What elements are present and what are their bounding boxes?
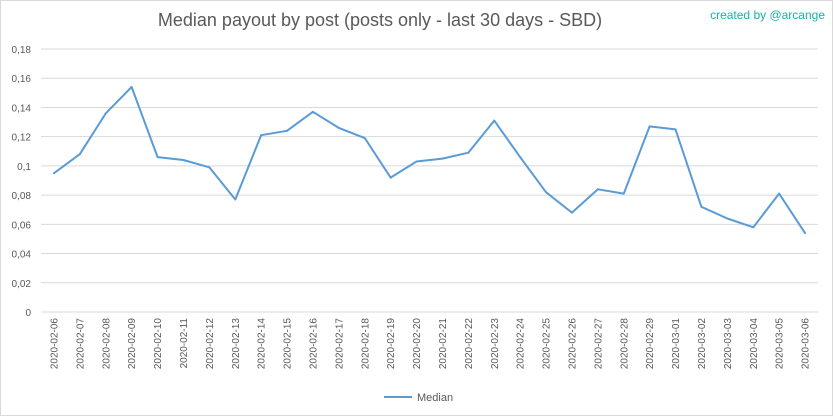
data-point	[752, 226, 755, 229]
data-point	[778, 192, 781, 195]
data-point	[311, 110, 314, 113]
y-tick-label: 0,08	[12, 191, 32, 202]
credit-text: created by @arcange	[710, 8, 825, 22]
x-tick-label: 2020-02-14	[257, 318, 268, 370]
y-axis-ticks: 0 0,02 0,04 0,06 0,08 0,1 0,12 0,14 0,16 0,18	[12, 45, 32, 319]
data-point	[441, 157, 444, 160]
x-tick-label: 2020-02-19	[386, 318, 397, 370]
series-line-median	[53, 86, 806, 234]
data-point	[648, 125, 651, 128]
data-point	[519, 156, 522, 159]
data-point	[104, 112, 107, 115]
data-point	[208, 166, 211, 169]
x-tick-label: 2020-02-23	[490, 318, 501, 370]
y-tick-label: 0	[25, 308, 31, 319]
x-tick-label: 2020-02-16	[308, 318, 319, 370]
x-tick-label: 2020-02-22	[464, 318, 475, 370]
data-point	[130, 85, 133, 88]
x-tick-label: 2020-02-11	[179, 318, 190, 369]
x-tick-label: 2020-02-07	[75, 318, 86, 370]
x-tick-label: 2020-02-15	[283, 318, 294, 370]
y-tick-label: 0,14	[12, 103, 32, 114]
legend: Median	[384, 392, 453, 404]
data-point	[260, 134, 263, 137]
y-tick-label: 0,04	[12, 250, 32, 261]
data-point	[156, 156, 159, 159]
x-tick-label: 2020-02-24	[516, 318, 527, 370]
x-tick-label: 2020-02-13	[231, 318, 242, 370]
data-point	[726, 217, 729, 220]
x-tick-label: 2020-03-04	[749, 318, 760, 370]
x-tick-label: 2020-02-17	[334, 318, 345, 370]
x-tick-label: 2020-03-01	[671, 318, 682, 370]
y-tick-label: 0,18	[12, 45, 32, 56]
data-point	[78, 153, 81, 156]
data-point	[182, 159, 185, 162]
data-point	[804, 232, 807, 235]
y-tick-label: 0,06	[12, 220, 32, 231]
x-tick-label: 2020-03-05	[775, 318, 786, 370]
data-point	[700, 205, 703, 208]
data-point	[493, 119, 496, 122]
data-point	[622, 192, 625, 195]
y-tick-label: 0,16	[12, 74, 32, 85]
data-point	[570, 211, 573, 214]
x-tick-label: 2020-02-18	[360, 318, 371, 370]
data-point	[286, 129, 289, 132]
x-tick-label: 2020-02-09	[127, 318, 138, 370]
data-point	[389, 176, 392, 179]
y-tick-label: 0,12	[12, 133, 32, 144]
data-point	[596, 188, 599, 191]
data-point	[52, 172, 55, 175]
x-tick-label: 2020-02-10	[153, 318, 164, 370]
x-tick-label: 2020-02-29	[645, 318, 656, 370]
data-point	[674, 128, 677, 131]
x-tick-label: 2020-02-28	[619, 318, 630, 370]
x-tick-label: 2020-03-02	[697, 318, 708, 370]
x-tick-label: 2020-02-12	[205, 318, 216, 370]
x-tick-label: 2020-02-06	[49, 318, 60, 370]
x-axis-ticks: 2020-02-06 2020-02-07 2020-02-08 2020-02-09…	[49, 318, 811, 370]
data-point	[415, 160, 418, 163]
x-tick-label: 2020-02-27	[593, 318, 604, 370]
x-tick-label: 2020-02-20	[412, 318, 423, 370]
x-tick-label: 2020-02-21	[438, 318, 449, 370]
series-layer	[52, 85, 807, 235]
data-point	[467, 151, 470, 154]
x-tick-label: 2020-02-25	[542, 318, 553, 370]
x-tick-label: 2020-03-03	[723, 318, 734, 370]
x-tick-label: 2020-02-26	[567, 318, 578, 370]
chart-title: Median payout by post (posts only - last…	[157, 10, 603, 30]
x-tick-label: 2020-03-06	[801, 318, 812, 370]
gridlines	[41, 48, 818, 313]
x-tick-label: 2020-02-08	[101, 318, 112, 370]
y-tick-label: 0,1	[17, 162, 31, 173]
data-point	[234, 198, 237, 201]
data-point	[545, 191, 548, 194]
legend-label-median: Median	[417, 392, 453, 404]
data-point	[337, 126, 340, 129]
y-tick-label: 0,02	[12, 279, 32, 290]
data-point	[363, 137, 366, 140]
